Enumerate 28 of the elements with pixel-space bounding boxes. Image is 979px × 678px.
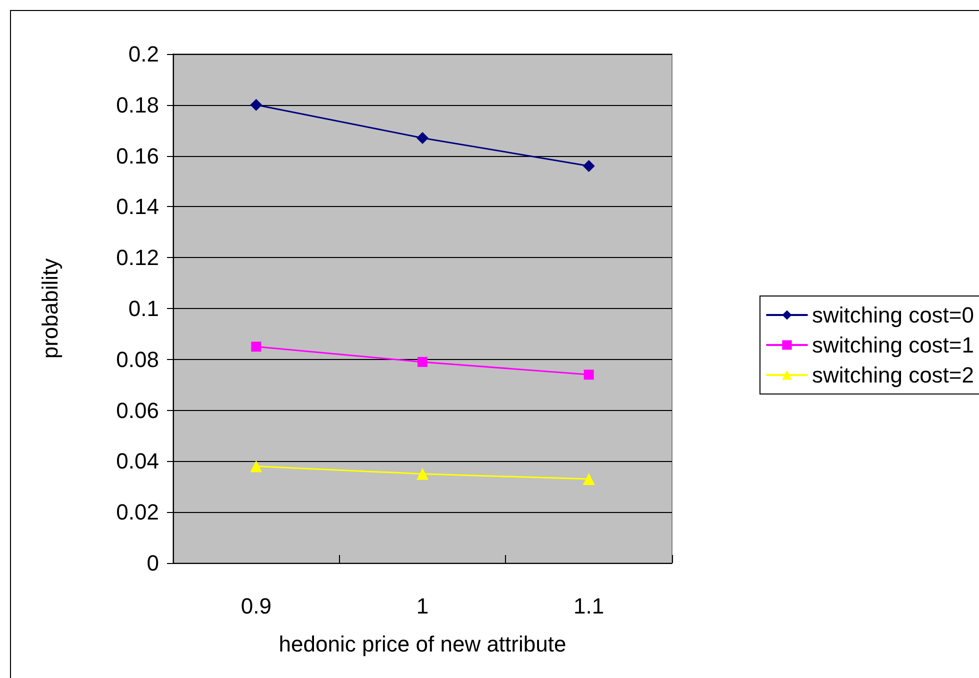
point — [250, 460, 262, 472]
legend-label: switching cost=2 — [812, 362, 974, 388]
point — [250, 98, 262, 111]
y-tick-label: 0 — [146, 550, 159, 576]
point — [251, 342, 262, 352]
y-axis-title: probability — [38, 258, 62, 359]
y-tick-label: 0.06 — [116, 398, 159, 423]
legend-label: switching cost=1 — [812, 332, 974, 358]
y-tick-label: 0.08 — [116, 346, 159, 372]
point — [418, 356, 428, 367]
point — [416, 468, 428, 480]
y-tick-label: 0.14 — [116, 194, 159, 220]
y-tick-label: 0.2 — [128, 42, 159, 66]
y-tick-label: 0.16 — [116, 143, 159, 168]
y-tick-label: 0.18 — [116, 92, 159, 118]
x-tick-label: 1.1 — [574, 594, 604, 618]
x-tick-label: 1 — [416, 594, 429, 618]
y-tick-label: 0.12 — [116, 245, 159, 270]
point — [582, 160, 595, 172]
y-tick-label: 0.02 — [116, 500, 159, 525]
x-tick-label: 0.9 — [240, 594, 272, 618]
x-axis-title: hedonic price of new attribute — [278, 632, 566, 656]
point — [584, 370, 594, 380]
point — [416, 132, 428, 144]
y-tick-label: 0.04 — [116, 448, 159, 474]
point — [582, 473, 595, 486]
legend-label: switching cost=0 — [812, 302, 974, 328]
y-tick-label: 0.1 — [128, 296, 159, 321]
